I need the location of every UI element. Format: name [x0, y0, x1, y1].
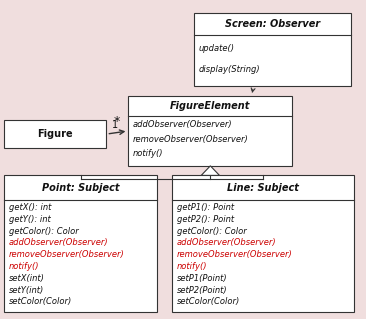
Text: setP1(Point): setP1(Point) — [177, 274, 227, 283]
Text: setX(int): setX(int) — [9, 274, 45, 283]
Text: getP2(): Point: getP2(): Point — [177, 215, 234, 224]
Text: Line: Subject: Line: Subject — [227, 183, 299, 193]
Text: getX(): int: getX(): int — [9, 203, 52, 212]
Bar — [4, 120, 107, 148]
Text: getColor(): Color: getColor(): Color — [177, 227, 247, 236]
Text: *: * — [114, 115, 120, 128]
Text: Point: Subject: Point: Subject — [42, 183, 120, 193]
Bar — [128, 96, 292, 166]
Text: addObserver(Observer): addObserver(Observer) — [133, 120, 233, 130]
Text: display(String): display(String) — [199, 64, 260, 74]
Text: Screen: Observer: Screen: Observer — [225, 19, 320, 29]
Text: notify(): notify() — [133, 149, 164, 158]
Text: addObserver(Observer): addObserver(Observer) — [9, 239, 109, 248]
Text: 1: 1 — [112, 120, 118, 130]
Text: addObserver(Observer): addObserver(Observer) — [177, 239, 276, 248]
Text: getP1(): Point: getP1(): Point — [177, 203, 234, 212]
Polygon shape — [201, 166, 220, 175]
Text: setY(int): setY(int) — [9, 286, 44, 295]
Text: setColor(Color): setColor(Color) — [9, 297, 72, 307]
Text: setColor(Color): setColor(Color) — [177, 297, 240, 307]
Text: getColor(): Color: getColor(): Color — [9, 227, 79, 236]
Text: Figure: Figure — [38, 129, 73, 139]
Text: setP2(Point): setP2(Point) — [177, 286, 227, 295]
Text: removeObserver(Observer): removeObserver(Observer) — [133, 135, 249, 144]
Text: notify(): notify() — [9, 262, 40, 271]
Bar — [4, 175, 157, 312]
Bar — [194, 13, 351, 86]
Text: update(): update() — [199, 44, 235, 53]
Text: removeObserver(Observer): removeObserver(Observer) — [9, 250, 125, 259]
Text: getY(): int: getY(): int — [9, 215, 51, 224]
Bar — [172, 175, 354, 312]
Text: notify(): notify() — [177, 262, 207, 271]
Text: FigureElement: FigureElement — [170, 101, 251, 111]
Text: removeObserver(Observer): removeObserver(Observer) — [177, 250, 292, 259]
